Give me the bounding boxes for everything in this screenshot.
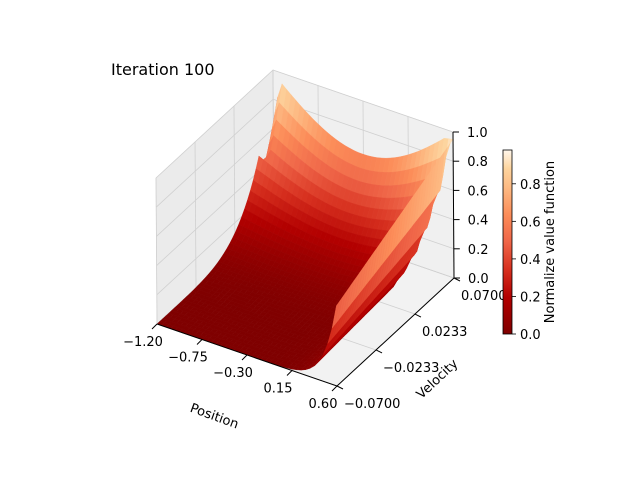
z-tick-label: 0.8 bbox=[467, 155, 488, 170]
y-axis-line bbox=[336, 277, 455, 387]
colorbar-label: Normalize value function bbox=[543, 161, 558, 323]
x-tick-label: 0.15 bbox=[264, 382, 293, 397]
z-grid-left bbox=[155, 69, 274, 179]
y-tick bbox=[414, 313, 422, 318]
colorbar-tick-label: 0.6 bbox=[520, 215, 541, 230]
y-grid-left bbox=[155, 177, 158, 325]
chart-title: Iteration 100 bbox=[111, 60, 215, 79]
colorbar-tick-label: 0.2 bbox=[520, 290, 541, 305]
x-tick-label: −0.30 bbox=[213, 366, 253, 381]
y-grid-left bbox=[194, 141, 197, 288]
z-grid-left bbox=[156, 157, 274, 266]
y-tick bbox=[375, 349, 383, 354]
z-grid-back bbox=[272, 69, 454, 133]
x-tick-label: 0.60 bbox=[309, 397, 338, 412]
x-tick-label: −1.20 bbox=[123, 335, 163, 350]
y-tick-label: 0.0233 bbox=[422, 325, 468, 340]
z-tick-label: 0.2 bbox=[468, 243, 489, 258]
z-tick-label: 0.6 bbox=[467, 184, 488, 199]
x-tick-label: −0.75 bbox=[168, 351, 208, 366]
x-tick bbox=[286, 370, 293, 376]
colorbar: 0.0 0.2 0.4 0.6 0.8 bbox=[502, 149, 541, 343]
y-tick-label: −0.0233 bbox=[383, 361, 439, 376]
y-tick-label: 0.0700 bbox=[461, 289, 507, 304]
surface-patch bbox=[331, 301, 340, 329]
colorbar-tick-label: 0.4 bbox=[520, 253, 541, 268]
y-tick bbox=[336, 385, 344, 390]
axes: −1.20 −0.75 −0.30 0.15 0.60 −0.0700 −0.0233 0.0… bbox=[123, 126, 506, 412]
x-tick bbox=[241, 354, 248, 361]
x-tick bbox=[196, 339, 203, 345]
colorbar-gradient bbox=[502, 149, 513, 335]
x-tick bbox=[331, 385, 338, 392]
z-grid-left bbox=[155, 98, 274, 208]
colorbar-tick-label: 0.0 bbox=[520, 328, 541, 343]
y-grid-left bbox=[233, 106, 236, 253]
surface-mesh bbox=[156, 83, 454, 371]
z-axis-line bbox=[452, 131, 455, 279]
z-tick-label: 1.0 bbox=[467, 126, 488, 141]
y-tick-label: −0.0700 bbox=[344, 397, 400, 412]
colorbar-tick-label: 0.8 bbox=[520, 178, 541, 193]
z-tick-label: 0.0 bbox=[468, 272, 489, 287]
z-tick-label: 0.4 bbox=[468, 214, 489, 229]
x-tick bbox=[151, 323, 158, 330]
z-grid-left bbox=[156, 128, 274, 237]
